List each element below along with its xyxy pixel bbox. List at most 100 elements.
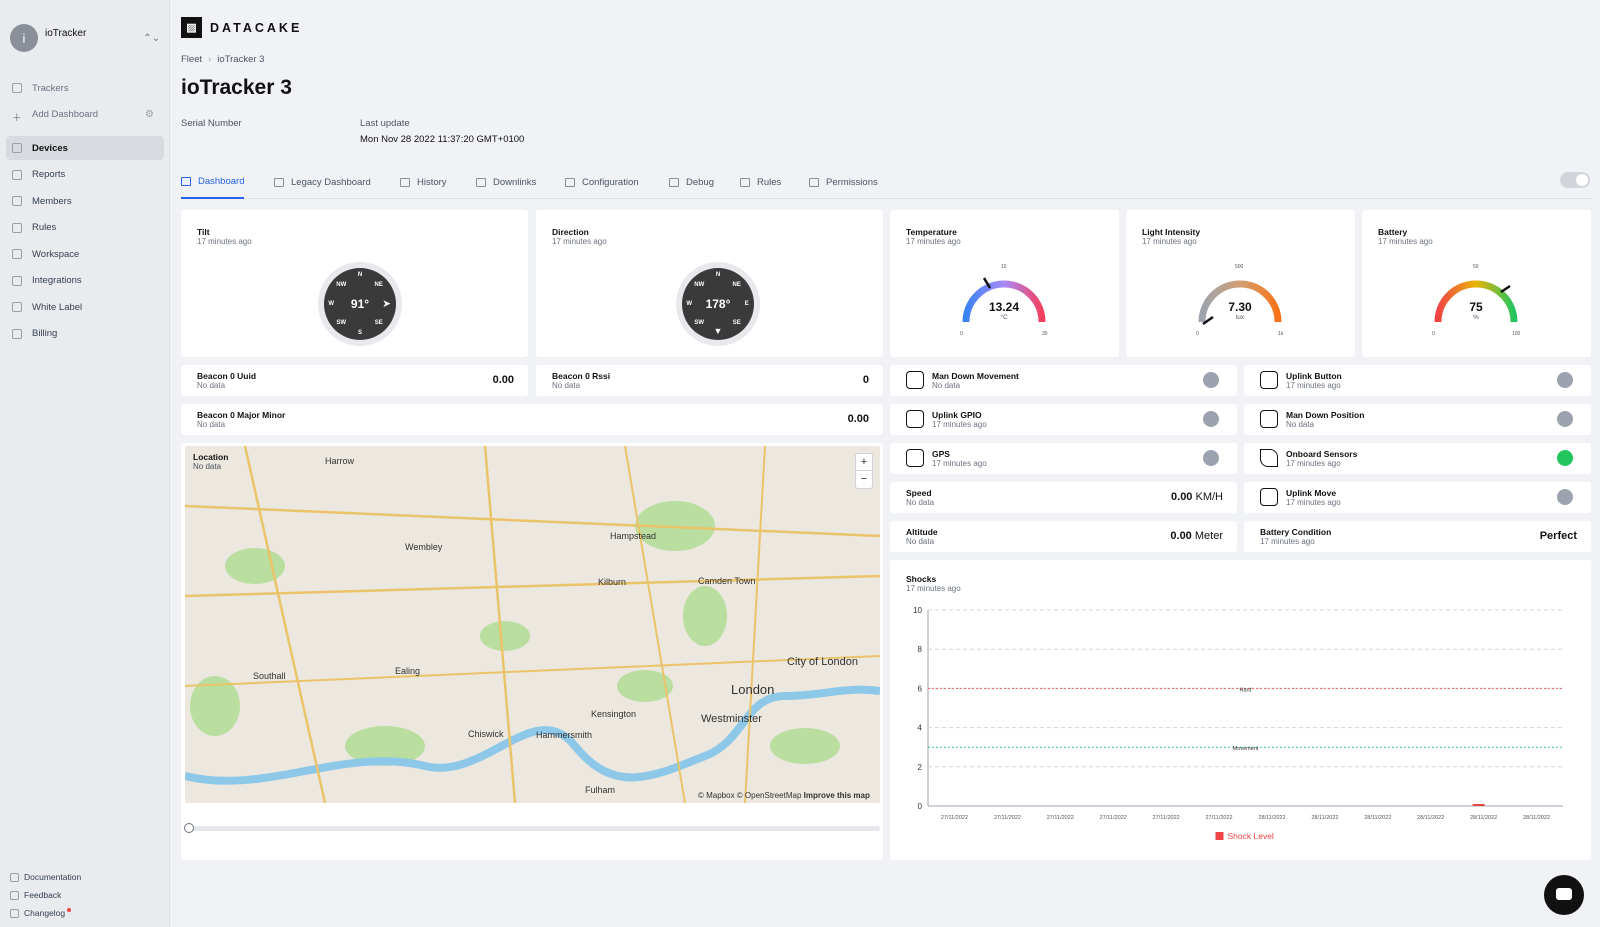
widget-subtitle: 17 minutes ago bbox=[932, 420, 987, 429]
gauge-max: 1k bbox=[1278, 331, 1284, 337]
map-attribution-text[interactable]: © Mapbox © OpenStreetMap bbox=[698, 791, 802, 800]
sidebar-item-white-label[interactable]: White Label bbox=[6, 295, 164, 319]
widget-title: Uplink Move bbox=[1286, 488, 1337, 498]
zoom-in-button[interactable]: + bbox=[856, 454, 872, 471]
tilt-value: 91° bbox=[350, 297, 370, 311]
workspace-avatar: i bbox=[10, 24, 38, 52]
location-subtitle: No data bbox=[193, 462, 222, 471]
zoom-out-button[interactable]: − bbox=[860, 473, 868, 485]
compass-n: N bbox=[715, 272, 721, 279]
speed-unit: KM/H bbox=[1195, 491, 1224, 503]
plus-icon: ＋ bbox=[12, 112, 22, 124]
sidebar-item-billing[interactable]: Billing bbox=[6, 322, 164, 346]
breadcrumb-device[interactable]: ioTracker 3 bbox=[217, 54, 265, 65]
hand-pointer-icon bbox=[906, 410, 924, 428]
tab-rules[interactable]: Rules bbox=[740, 166, 781, 199]
tab-label: History bbox=[417, 177, 447, 188]
sidebar-item-workspace[interactable]: Workspace bbox=[6, 242, 164, 266]
sidebar-item-members[interactable]: Members bbox=[6, 189, 164, 213]
y-tick-label: 6 bbox=[918, 684, 923, 693]
uplink-move-widget: Uplink Move 17 minutes ago bbox=[1244, 482, 1591, 513]
x-tick-label: 27/11/2022 bbox=[941, 815, 968, 821]
widget-value: 0.00 Meter bbox=[1170, 530, 1223, 542]
chat-button[interactable] bbox=[1544, 875, 1584, 915]
gear-icon bbox=[565, 178, 575, 187]
widget-subtitle: No data bbox=[932, 381, 961, 390]
tab-dashboard[interactable]: Dashboard bbox=[181, 166, 245, 199]
sidebar-nav-main: Devices Reports Members Rules Workspace … bbox=[6, 136, 164, 348]
sidebar-item-integrations[interactable]: Integrations bbox=[6, 269, 164, 293]
tab-configuration[interactable]: Configuration bbox=[565, 166, 639, 199]
edit-mode-toggle[interactable] bbox=[1560, 172, 1590, 188]
widget-title: GPS bbox=[932, 449, 950, 459]
tab-debug[interactable]: Debug bbox=[669, 166, 714, 199]
tab-downlinks[interactable]: Downlinks bbox=[476, 166, 536, 199]
hand-pointer-icon bbox=[1260, 371, 1278, 389]
compass-sw: SW bbox=[336, 319, 347, 326]
sliders-icon bbox=[476, 178, 486, 187]
widget-subtitle: No data bbox=[552, 381, 581, 390]
tab-history[interactable]: History bbox=[400, 166, 447, 199]
sidebar-item-devices[interactable]: Devices bbox=[6, 136, 164, 160]
breadcrumb-fleet[interactable]: Fleet bbox=[181, 54, 203, 65]
datacake-logo[interactable]: ▨ DATACAKE bbox=[181, 17, 302, 38]
gauge-mid: 10 bbox=[1001, 264, 1007, 270]
temperature-unit: °C bbox=[1000, 314, 1008, 321]
workspace-switcher[interactable]: i ioTracker ⌃⌄ bbox=[10, 24, 160, 52]
widget-subtitle: 17 minutes ago bbox=[1286, 381, 1341, 390]
logo-text: DATACAKE bbox=[210, 20, 303, 35]
sidebar-item-add-dashboard[interactable]: ＋ Add Dashboard ⚙ bbox=[6, 103, 164, 127]
place-label: Westminster bbox=[701, 713, 762, 725]
gear-icon[interactable]: ⚙ bbox=[145, 109, 154, 120]
widget-title: Beacon 0 Rssi bbox=[552, 371, 611, 381]
widget-title: Man Down Position bbox=[1286, 410, 1365, 420]
tilt-compass: N S W NW NE SW SE 91° ➤ bbox=[318, 262, 402, 346]
place-label: Fulham bbox=[585, 785, 616, 795]
widget-title: Man Down Movement bbox=[932, 371, 1019, 381]
widget-title: Altitude bbox=[906, 527, 938, 537]
tab-legacy-dashboard[interactable]: Legacy Dashboard bbox=[274, 166, 371, 199]
widget-title: Uplink GPIO bbox=[932, 410, 982, 420]
needle-icon: ▼ bbox=[713, 325, 723, 336]
sidebar-item-rules[interactable]: Rules bbox=[6, 216, 164, 240]
widget-value: 0.00 bbox=[847, 413, 869, 425]
widget-subtitle: No data bbox=[1286, 420, 1315, 429]
widget-subtitle: 17 minutes ago bbox=[1142, 237, 1197, 246]
widget-title: Uplink Button bbox=[1286, 371, 1342, 381]
tab-label: Rules bbox=[757, 177, 782, 188]
widget-value: 0.00 KM/H bbox=[1171, 491, 1223, 503]
gift-icon bbox=[10, 908, 19, 918]
widget-subtitle: 17 minutes ago bbox=[906, 237, 961, 246]
status-indicator bbox=[1203, 450, 1219, 466]
battery-unit: % bbox=[1473, 314, 1479, 321]
sidebar-item-label: Integrations bbox=[32, 275, 82, 286]
sidebar-item-reports[interactable]: Reports bbox=[6, 163, 164, 187]
map-canvas[interactable] bbox=[185, 446, 880, 803]
feedback-link[interactable]: Feedback bbox=[10, 886, 81, 904]
widget-title: Speed bbox=[906, 488, 932, 498]
tab-permissions[interactable]: Permissions bbox=[809, 166, 878, 199]
location-map[interactable]: Location No data Harrow Wembley Hampstea… bbox=[185, 446, 880, 803]
widget-title: Beacon 0 Major Minor bbox=[197, 410, 286, 420]
x-tick-label: 28/11/2022 bbox=[1311, 815, 1338, 821]
light-unit: lux bbox=[1235, 314, 1245, 321]
widget-subtitle: No data bbox=[197, 381, 226, 390]
documentation-link[interactable]: Documentation bbox=[10, 868, 81, 886]
compass-nw: NW bbox=[694, 282, 705, 289]
uplink-button-widget: Uplink Button 17 minutes ago bbox=[1244, 365, 1591, 396]
map-time-slider-handle[interactable] bbox=[184, 823, 194, 833]
changelog-link[interactable]: Changelog bbox=[10, 904, 81, 922]
gauge-mid: 50 bbox=[1473, 264, 1479, 270]
widget-title: Onboard Sensors bbox=[1286, 449, 1358, 459]
place-label: Ealing bbox=[395, 666, 421, 676]
shocks-chart: 0 2 4 6 8 10 Hard Movement 27/11/2022 27/11/2022 2… bbox=[913, 606, 1563, 841]
gps-widget: GPS 17 minutes ago bbox=[890, 443, 1237, 474]
map-time-slider-track[interactable] bbox=[186, 826, 880, 831]
man-down-position-widget: Man Down Position No data bbox=[1244, 404, 1591, 435]
improve-map-link[interactable]: Improve this map bbox=[803, 791, 870, 800]
place-label: City of London bbox=[787, 656, 858, 668]
x-tick-label: 27/11/2022 bbox=[994, 815, 1021, 821]
dashboard-icon bbox=[181, 177, 191, 186]
sidebar-item-trackers[interactable]: Trackers bbox=[6, 76, 164, 100]
widget-subtitle: 17 minutes ago bbox=[1260, 537, 1315, 546]
